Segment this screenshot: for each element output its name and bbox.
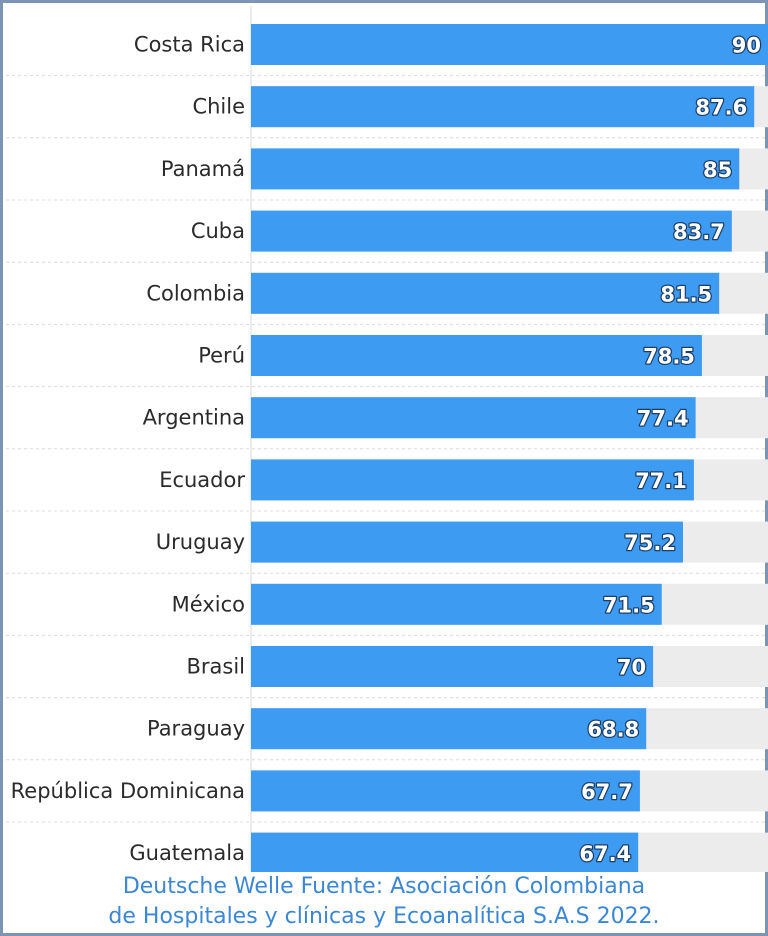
bar (251, 770, 640, 812)
category-label: República Dominicana (11, 779, 245, 803)
category-label: Paraguay (147, 717, 245, 741)
value-label: 67.4 (579, 842, 631, 866)
category-label: Guatemala (129, 841, 245, 865)
category-label: Ecuador (159, 468, 245, 492)
source-caption-line-2: de Hospitales y clínicas y Ecoanalítica … (108, 904, 660, 929)
category-label: Cuba (191, 219, 245, 243)
category-label: Costa Rica (134, 33, 245, 57)
bar (251, 24, 768, 65)
bar (251, 210, 732, 252)
value-label: 78.5 (643, 345, 695, 369)
bar (251, 459, 694, 501)
value-label: 70 (617, 656, 646, 680)
value-label: 77.1 (635, 469, 687, 493)
value-label: 68.8 (587, 718, 639, 742)
category-label: Panamá (161, 157, 245, 181)
bar-chart: Costa Rica 90 Chile 87.6 Panamá 85 Cuba 83.7 Col… (6, 6, 768, 872)
bar (251, 148, 740, 190)
category-label: Perú (198, 344, 245, 368)
bar (251, 86, 755, 128)
category-label: Brasil (186, 655, 245, 679)
value-label: 77.4 (637, 407, 689, 431)
value-label: 81.5 (660, 282, 712, 306)
bar (251, 646, 654, 687)
value-label: 87.6 (695, 96, 747, 120)
value-label: 75.2 (624, 531, 676, 555)
bar (251, 397, 696, 439)
category-label: Chile (192, 95, 245, 119)
value-label: 83.7 (673, 220, 725, 244)
category-label: México (172, 592, 245, 616)
value-label: 67.7 (581, 780, 633, 804)
bar (251, 583, 662, 625)
value-label: 71.5 (603, 593, 655, 617)
value-label: 85 (703, 158, 732, 182)
bar-chart-svg: Costa Rica 90 Chile 87.6 Panamá 85 Cuba 83.7 Col… (6, 6, 768, 872)
bar (251, 832, 639, 872)
bar (251, 335, 702, 376)
source-caption-line-1: Deutsche Welle Fuente: Asociación Colomb… (122, 874, 646, 899)
bar (251, 521, 683, 563)
bar (251, 272, 720, 314)
bar (251, 708, 647, 750)
value-label: 90 (732, 34, 761, 58)
category-label: Uruguay (156, 530, 245, 554)
category-label: Colombia (146, 281, 245, 305)
category-label: Argentina (143, 406, 245, 430)
